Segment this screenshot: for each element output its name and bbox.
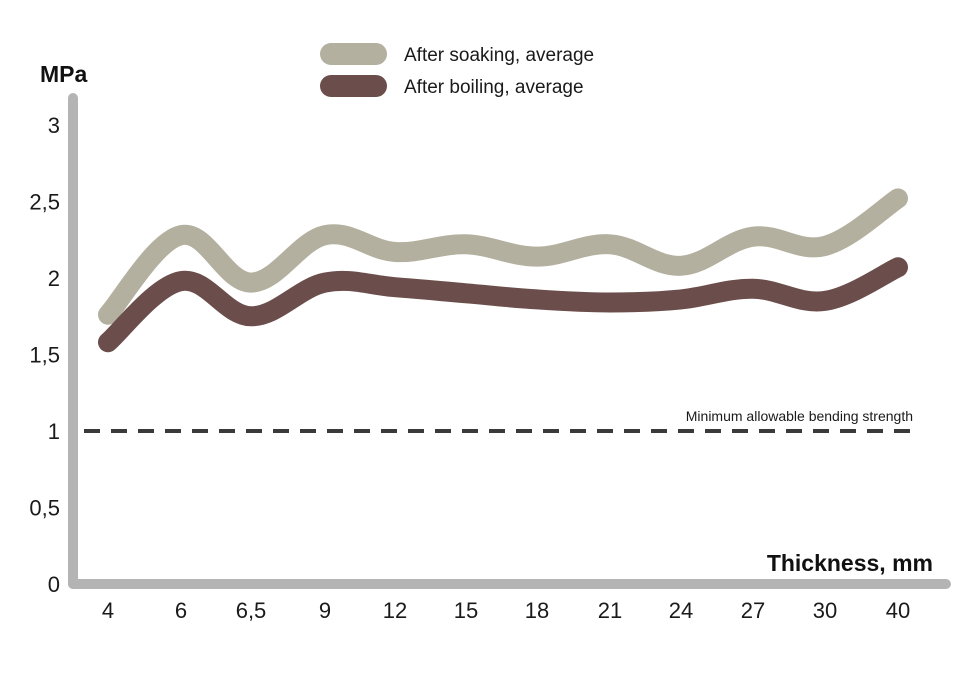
x-tick-label: 6	[175, 598, 187, 623]
legend: After soaking, average After boiling, ave…	[320, 43, 594, 98]
x-tick-label: 27	[741, 598, 765, 623]
x-tick-label: 15	[454, 598, 478, 623]
x-tick-label: 21	[598, 598, 622, 623]
legend-item: After boiling, average	[320, 75, 584, 98]
x-tick-label: 24	[669, 598, 693, 623]
legend-label: After boiling, average	[404, 77, 584, 98]
x-tick-label: 9	[319, 598, 331, 623]
axis-layer: 0 0,5 1 1,5 2 2,5 3 4 6 6,5 9 12 15 18 21 24 27 30 40	[29, 93, 951, 623]
legend-label: After soaking, average	[404, 45, 594, 66]
y-tick-label: 2,5	[29, 190, 60, 215]
series-line	[98, 257, 908, 353]
y-tick-label: 1	[48, 419, 60, 444]
y-tick-label: 1,5	[29, 343, 60, 368]
x-tick-label: 18	[525, 598, 549, 623]
y-tick-label: 0	[48, 572, 60, 597]
x-tick-label: 30	[813, 598, 837, 623]
series-layer	[98, 188, 908, 353]
series-2	[98, 257, 908, 353]
series-line	[98, 188, 908, 325]
x-axis-title: Thickness, mm	[767, 550, 933, 576]
x-tick-label: 12	[383, 598, 407, 623]
series-1	[98, 188, 908, 325]
x-tick-label: 4	[102, 598, 114, 623]
legend-item: After soaking, average	[320, 43, 594, 66]
x-tick-label: 40	[886, 598, 910, 623]
y-tick-label: 0,5	[29, 496, 60, 521]
x-tick-label: 6,5	[236, 598, 267, 623]
y-axis-title: MPa	[40, 61, 88, 87]
y-tick-label: 3	[48, 113, 60, 138]
y-tick-label: 2	[48, 266, 60, 291]
reference-line-label: Minimum allowable bending strength	[686, 408, 913, 424]
